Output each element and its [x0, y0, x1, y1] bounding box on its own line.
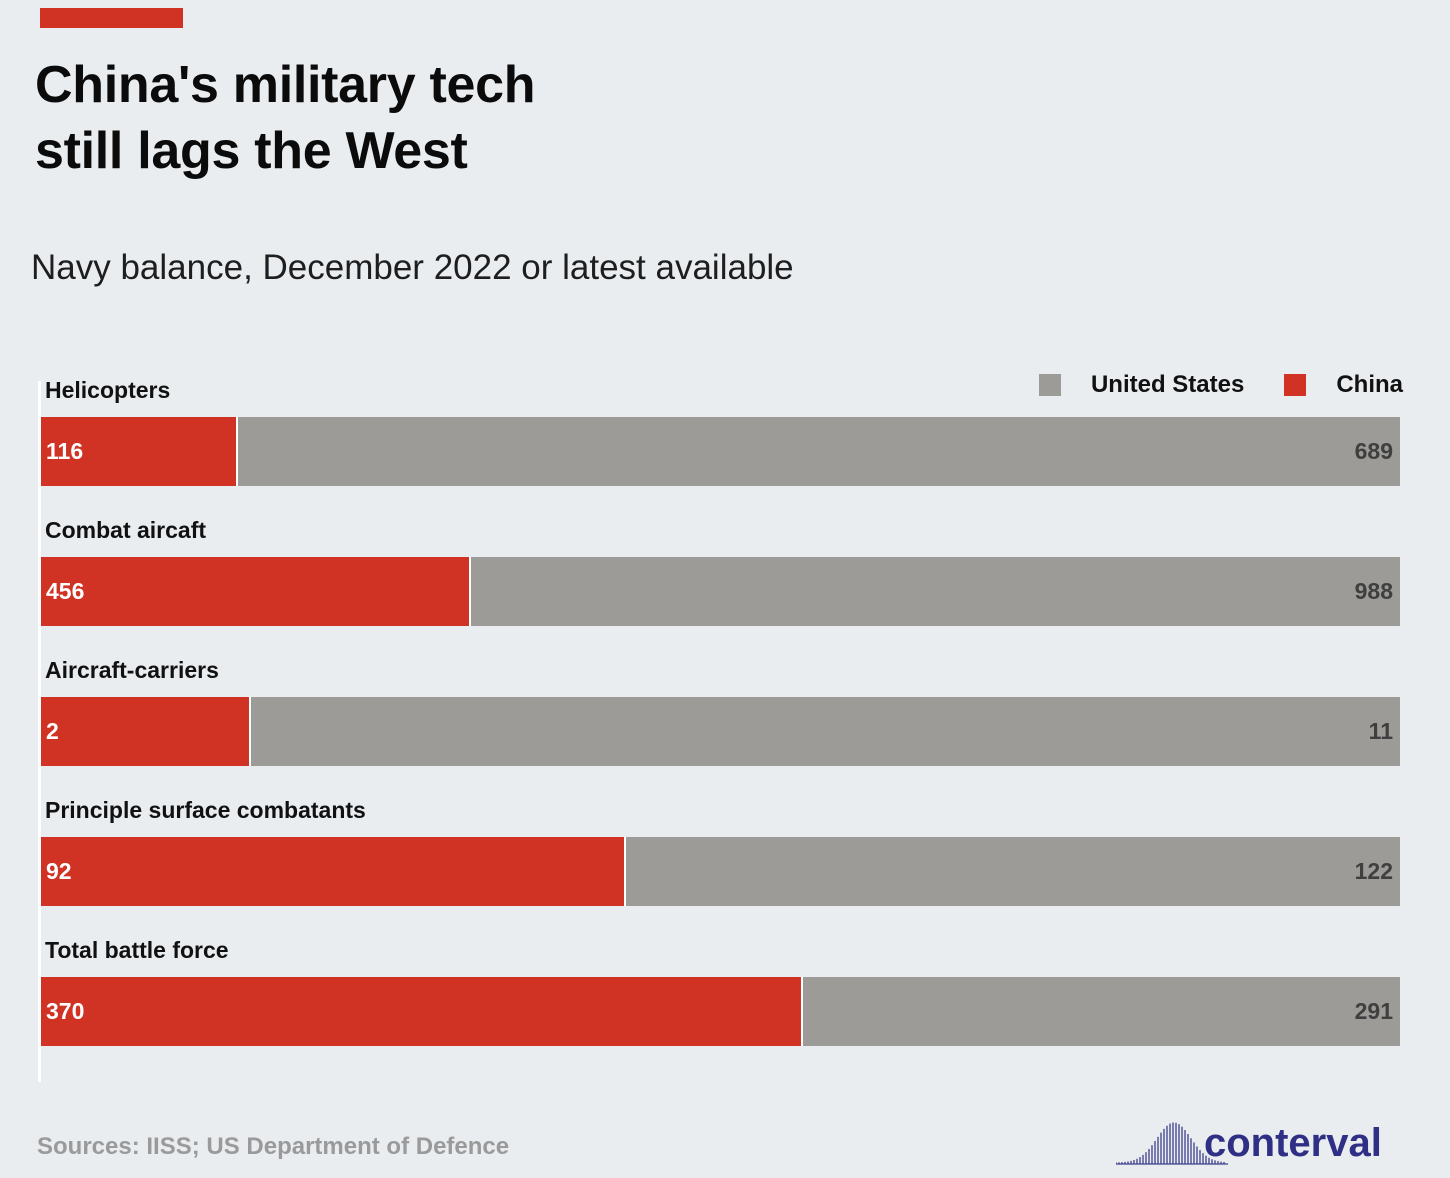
category-label: Combat aircaft [45, 517, 207, 543]
title-line-1: China's military tech [35, 56, 536, 114]
bar-united-states [237, 417, 1400, 486]
legend-item-china: China [1284, 368, 1403, 402]
bar-divider [801, 977, 803, 1046]
legend-label-us: United States [1090, 371, 1245, 398]
category-label: Total battle force [45, 937, 229, 963]
category-label: Aircraft-carriers [45, 657, 219, 683]
bar-china [41, 417, 237, 486]
bar-united-states [250, 697, 1400, 766]
bar-china [41, 837, 625, 906]
accent-bar [40, 8, 183, 28]
source-note: Sources: IISS; US Department of Defence [37, 1133, 510, 1160]
chart-subtitle: Navy balance, December 2022 or latest av… [31, 248, 794, 287]
bar-divider [249, 697, 251, 766]
data-label-china: 92 [46, 858, 72, 884]
conterval-logo: conterval [1116, 1121, 1382, 1165]
legend-swatch-china [1284, 374, 1307, 396]
bar-divider [469, 557, 471, 626]
data-label-us: 291 [1354, 998, 1393, 1024]
legend-swatch-us [1038, 374, 1061, 396]
category-label: Principle surface combatants [45, 797, 366, 823]
legend: United States China [999, 368, 1403, 402]
logo-wave-icon [1116, 1122, 1228, 1165]
data-label-china: 370 [46, 998, 85, 1024]
data-label-us: 122 [1354, 858, 1393, 884]
legend-label-china: China [1336, 371, 1403, 398]
bar-china [41, 557, 470, 626]
data-label-us: 11 [1368, 718, 1393, 744]
legend-item-us: United States [1038, 368, 1245, 402]
chart-title: China's military tech still lags the Wes… [35, 52, 536, 184]
logo-wordmark: conterval [1204, 1121, 1382, 1165]
category-label: Helicopters [45, 377, 171, 403]
bar-united-states [802, 977, 1400, 1046]
data-label-china: 116 [46, 438, 84, 464]
bar-united-states [625, 837, 1400, 906]
data-label-china: 456 [46, 578, 85, 604]
bar-united-states [470, 557, 1400, 626]
bar-divider [624, 837, 626, 906]
bar-divider [236, 417, 238, 486]
bar-china [41, 697, 250, 766]
data-label-china: 2 [46, 718, 59, 744]
data-label-us: 988 [1354, 578, 1393, 604]
data-label-us: 689 [1354, 438, 1393, 464]
title-line-2: still lags the West [35, 122, 468, 180]
bar-china [41, 977, 802, 1046]
axis-line [38, 381, 41, 1082]
